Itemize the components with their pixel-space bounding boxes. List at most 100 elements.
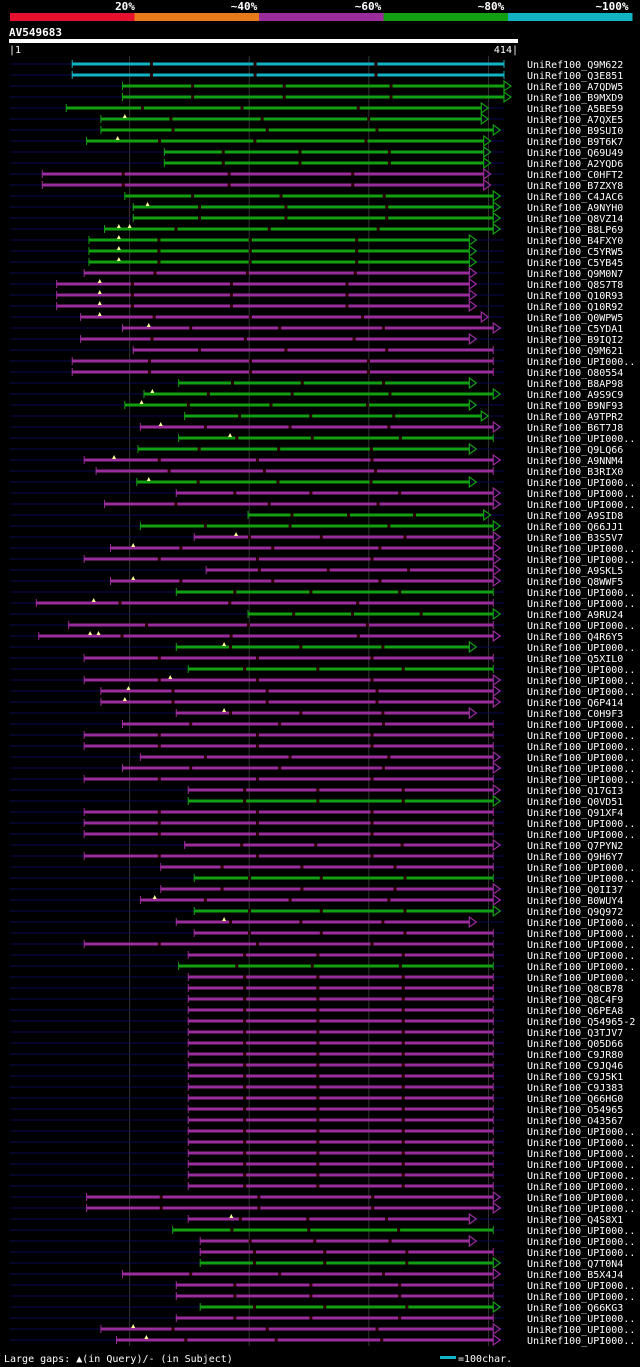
- hit-label[interactable]: UniRef100_B9T6K7: [527, 137, 623, 148]
- hit-label[interactable]: UniRef100_Q4R6Y5: [527, 632, 623, 643]
- hit-row[interactable]: UniRef100_A9SID8: [10, 508, 623, 522]
- alignment-bar[interactable]: [100, 689, 494, 693]
- hit-row[interactable]: UniRef100_B9SUI0: [10, 123, 623, 137]
- alignment-bar[interactable]: [188, 1085, 494, 1089]
- hit-row[interactable]: UniRef100_C9J5K1: [10, 1072, 623, 1083]
- hit-row[interactable]: UniRef100_UPI000..: [10, 761, 635, 775]
- hit-label[interactable]: UniRef100_A9TPR2: [527, 412, 623, 423]
- alignment-bar[interactable]: [188, 1184, 494, 1188]
- alignment-bar[interactable]: [176, 590, 494, 594]
- hit-row[interactable]: UniRef100_Q6P414: [10, 695, 623, 709]
- hit-row[interactable]: UniRef100_Q7PYN2: [10, 838, 623, 852]
- hit-row[interactable]: UniRef100_UPI000..: [10, 1127, 635, 1138]
- hit-label[interactable]: UniRef100_Q6P414: [527, 698, 623, 709]
- hit-row[interactable]: UniRef100_Q0WPW5: [10, 310, 623, 324]
- hit-row[interactable]: UniRef100_UPI000..: [10, 1182, 635, 1193]
- hit-label[interactable]: UniRef100_UPI000..: [527, 973, 635, 984]
- alignment-bar[interactable]: [100, 1327, 494, 1331]
- hit-row[interactable]: UniRef100_UPI000..: [10, 1138, 635, 1149]
- alignment-bar[interactable]: [96, 469, 494, 473]
- hit-label[interactable]: UniRef100_UPI000..: [527, 555, 635, 566]
- alignment-bar[interactable]: [188, 953, 494, 957]
- alignment-bar[interactable]: [104, 502, 494, 506]
- hit-row[interactable]: UniRef100_UPI000..: [10, 1281, 635, 1292]
- hit-label[interactable]: UniRef100_Q9M622: [527, 60, 623, 71]
- hit-label[interactable]: UniRef100_B4FXY0: [527, 236, 623, 247]
- hit-label[interactable]: UniRef100_O80554: [527, 368, 623, 379]
- hit-row[interactable]: UniRef100_UPI000..: [10, 1149, 635, 1160]
- hit-row[interactable]: UniRef100_Q7T0N4: [10, 1256, 623, 1270]
- alignment-bar[interactable]: [188, 1151, 494, 1155]
- alignment-bar[interactable]: [188, 1217, 470, 1221]
- hit-label[interactable]: UniRef100_UPI000..: [527, 863, 635, 874]
- hit-label[interactable]: UniRef100_Q0VD51: [527, 797, 623, 808]
- hit-label[interactable]: UniRef100_Q66KG3: [527, 1303, 623, 1314]
- alignment-bar[interactable]: [188, 1118, 494, 1122]
- alignment-bar[interactable]: [124, 194, 494, 198]
- hit-row[interactable]: UniRef100_B4FXY0: [10, 233, 623, 247]
- hit-label[interactable]: UniRef100_UPI000..: [527, 687, 635, 698]
- hit-label[interactable]: UniRef100_UPI000..: [527, 753, 635, 764]
- alignment-bar[interactable]: [176, 491, 494, 495]
- alignment-bar[interactable]: [110, 579, 494, 583]
- hit-label[interactable]: UniRef100_Q8S7T8: [527, 280, 623, 291]
- alignment-bar[interactable]: [122, 84, 504, 88]
- hit-label[interactable]: UniRef100_UPI000..: [527, 1292, 635, 1303]
- alignment-bar[interactable]: [172, 1228, 494, 1232]
- alignment-bar[interactable]: [194, 535, 494, 539]
- hit-label[interactable]: UniRef100_C5YRW5: [527, 247, 623, 258]
- hit-row[interactable]: UniRef100_Q9Q972: [10, 904, 623, 918]
- alignment-bar[interactable]: [200, 1239, 470, 1243]
- alignment-bar[interactable]: [188, 1063, 494, 1067]
- hit-label[interactable]: UniRef100_UPI000..: [527, 1127, 635, 1138]
- hit-label[interactable]: UniRef100_A9S9C9: [527, 390, 623, 401]
- alignment-bar[interactable]: [206, 568, 494, 572]
- hit-label[interactable]: UniRef100_UPI000..: [527, 918, 635, 929]
- hit-label[interactable]: UniRef100_Q9H6Y7: [527, 852, 623, 863]
- alignment-bar[interactable]: [188, 1162, 494, 1166]
- alignment-bar[interactable]: [133, 205, 494, 209]
- hit-row[interactable]: UniRef100_C9JR80: [10, 1050, 623, 1061]
- alignment-bar[interactable]: [84, 832, 494, 836]
- alignment-bar[interactable]: [176, 711, 470, 715]
- hit-label[interactable]: UniRef100_O43567: [527, 1116, 623, 1127]
- alignment-bar[interactable]: [188, 1129, 494, 1133]
- hit-label[interactable]: UniRef100_B9NF93: [527, 401, 623, 412]
- alignment-bar[interactable]: [188, 1019, 494, 1023]
- hit-label[interactable]: UniRef100_UPI000..: [527, 1226, 635, 1237]
- alignment-bar[interactable]: [84, 656, 494, 660]
- hit-label[interactable]: UniRef100_Q0II37: [527, 885, 623, 896]
- hit-row[interactable]: UniRef100_Q3TJV7: [10, 1028, 623, 1039]
- alignment-bar[interactable]: [176, 1283, 494, 1287]
- hit-label[interactable]: UniRef100_Q3E851: [527, 71, 623, 82]
- hit-label[interactable]: UniRef100_UPI000..: [527, 621, 635, 632]
- alignment-bar[interactable]: [84, 821, 494, 825]
- hit-row[interactable]: UniRef100_UPI000..: [10, 1234, 635, 1248]
- alignment-bar[interactable]: [84, 271, 470, 275]
- hit-label[interactable]: UniRef100_UPI000..: [527, 599, 635, 610]
- hit-row[interactable]: UniRef100_UPI000..: [10, 357, 635, 368]
- alignment-bar[interactable]: [176, 1294, 494, 1298]
- hit-label[interactable]: UniRef100_UPI000..: [527, 357, 635, 368]
- hit-row[interactable]: UniRef100_B9T6K7: [10, 134, 623, 148]
- hit-label[interactable]: UniRef100_UPI000..: [527, 1237, 635, 1248]
- hit-label[interactable]: UniRef100_A9NNM4: [527, 456, 623, 467]
- alignment-bar[interactable]: [72, 370, 494, 374]
- alignment-bar[interactable]: [184, 843, 494, 847]
- hit-label[interactable]: UniRef100_UPI000..: [527, 1171, 635, 1182]
- hit-label[interactable]: UniRef100_UPI000..: [527, 643, 635, 654]
- alignment-bar[interactable]: [104, 227, 494, 231]
- hit-row[interactable]: UniRef100_UPI000..: [10, 497, 635, 511]
- alignment-bar[interactable]: [86, 1195, 494, 1199]
- hit-row[interactable]: UniRef100_Q8S7T8: [10, 277, 623, 291]
- hit-label[interactable]: UniRef100_C9JR80: [527, 1050, 623, 1061]
- alignment-bar[interactable]: [164, 150, 484, 154]
- hit-label[interactable]: UniRef100_Q7T0N4: [527, 1259, 623, 1270]
- hit-label[interactable]: UniRef100_Q6PEA8: [527, 1006, 623, 1017]
- hit-label[interactable]: UniRef100_B8LP69: [527, 225, 623, 236]
- alignment-bar[interactable]: [84, 744, 494, 748]
- hit-label[interactable]: UniRef100_B6T7J8: [527, 423, 623, 434]
- hit-row[interactable]: UniRef100_Q10R93: [10, 288, 623, 302]
- hit-row[interactable]: UniRef100_Q9M622: [10, 60, 623, 71]
- hit-row[interactable]: UniRef100_UPI000..: [10, 475, 635, 489]
